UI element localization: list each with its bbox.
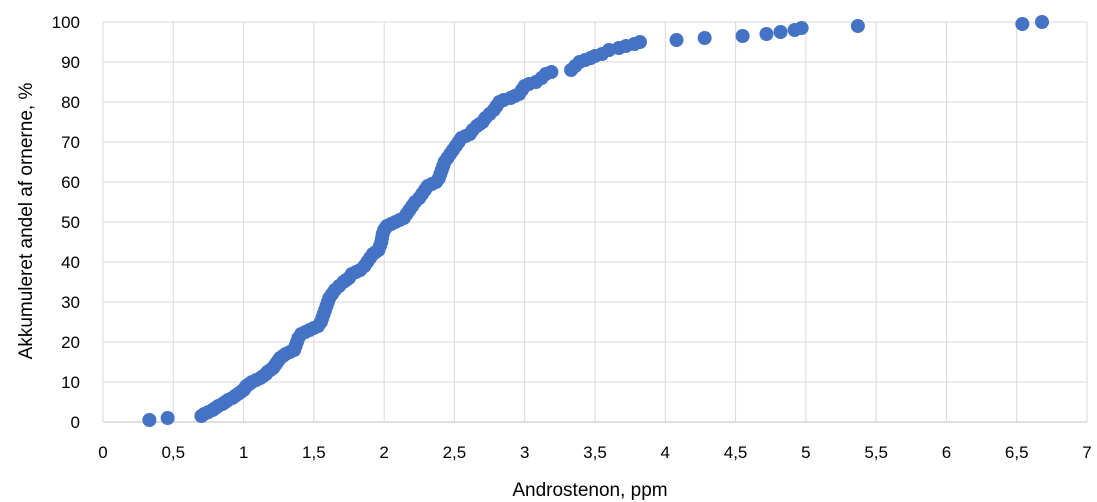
y-tick-label: 20: [61, 333, 80, 352]
x-tick-label: 1: [239, 443, 248, 462]
data-point: [759, 27, 774, 41]
y-axis-title: Akkumuleret andel af ornerne, %: [16, 83, 37, 360]
x-tick-label: 2,5: [443, 443, 467, 462]
y-tick-label: 50: [61, 213, 80, 232]
gridlines: [102, 21, 1088, 423]
x-tick-label: 0,5: [161, 443, 185, 462]
x-tick-label: 5,5: [864, 443, 888, 462]
y-tick-label: 70: [61, 133, 80, 152]
x-tick-label: 1,5: [302, 443, 326, 462]
data-point: [632, 35, 647, 49]
data-point: [544, 65, 559, 79]
y-tick-label: 40: [61, 253, 80, 272]
x-tick-label: 7: [1082, 443, 1091, 462]
data-point: [1015, 17, 1030, 31]
x-tick-label: 4: [661, 443, 670, 462]
data-point: [697, 31, 712, 45]
x-tick-labels: 0 0,5 1 1,5 2 2,5 3 3,5 4 4,5 5 5,5 6 6,5 7: [98, 443, 1091, 462]
y-tick-label: 30: [61, 293, 80, 312]
x-tick-label: 3,5: [583, 443, 607, 462]
x-tick-label: 6: [942, 443, 951, 462]
data-point: [142, 413, 157, 427]
data-point: [773, 25, 788, 39]
x-axis-title: Androstenon, ppm: [512, 480, 667, 501]
y-tick-label: 100: [52, 13, 80, 32]
data-point: [160, 411, 175, 425]
data-point: [794, 21, 809, 35]
y-tick-label: 80: [61, 93, 80, 112]
x-tick-label: 5: [801, 443, 810, 462]
y-tick-label: 10: [61, 373, 80, 392]
data-point: [1035, 15, 1050, 29]
x-tick-label: 0: [98, 443, 107, 462]
x-tick-label: 4,5: [724, 443, 748, 462]
data-point: [669, 33, 684, 47]
x-tick-label: 2: [379, 443, 388, 462]
data-points: [142, 15, 1050, 427]
y-tick-label: 90: [61, 53, 80, 72]
y-tick-label: 0: [71, 413, 80, 432]
x-tick-label: 6,5: [1005, 443, 1029, 462]
y-tick-label: 60: [61, 173, 80, 192]
x-tick-label: 3: [520, 443, 529, 462]
y-tick-labels: 0 10 20 30 40 50 60 70 80 90 100: [52, 13, 80, 432]
data-point: [735, 29, 750, 43]
data-point: [850, 19, 865, 33]
